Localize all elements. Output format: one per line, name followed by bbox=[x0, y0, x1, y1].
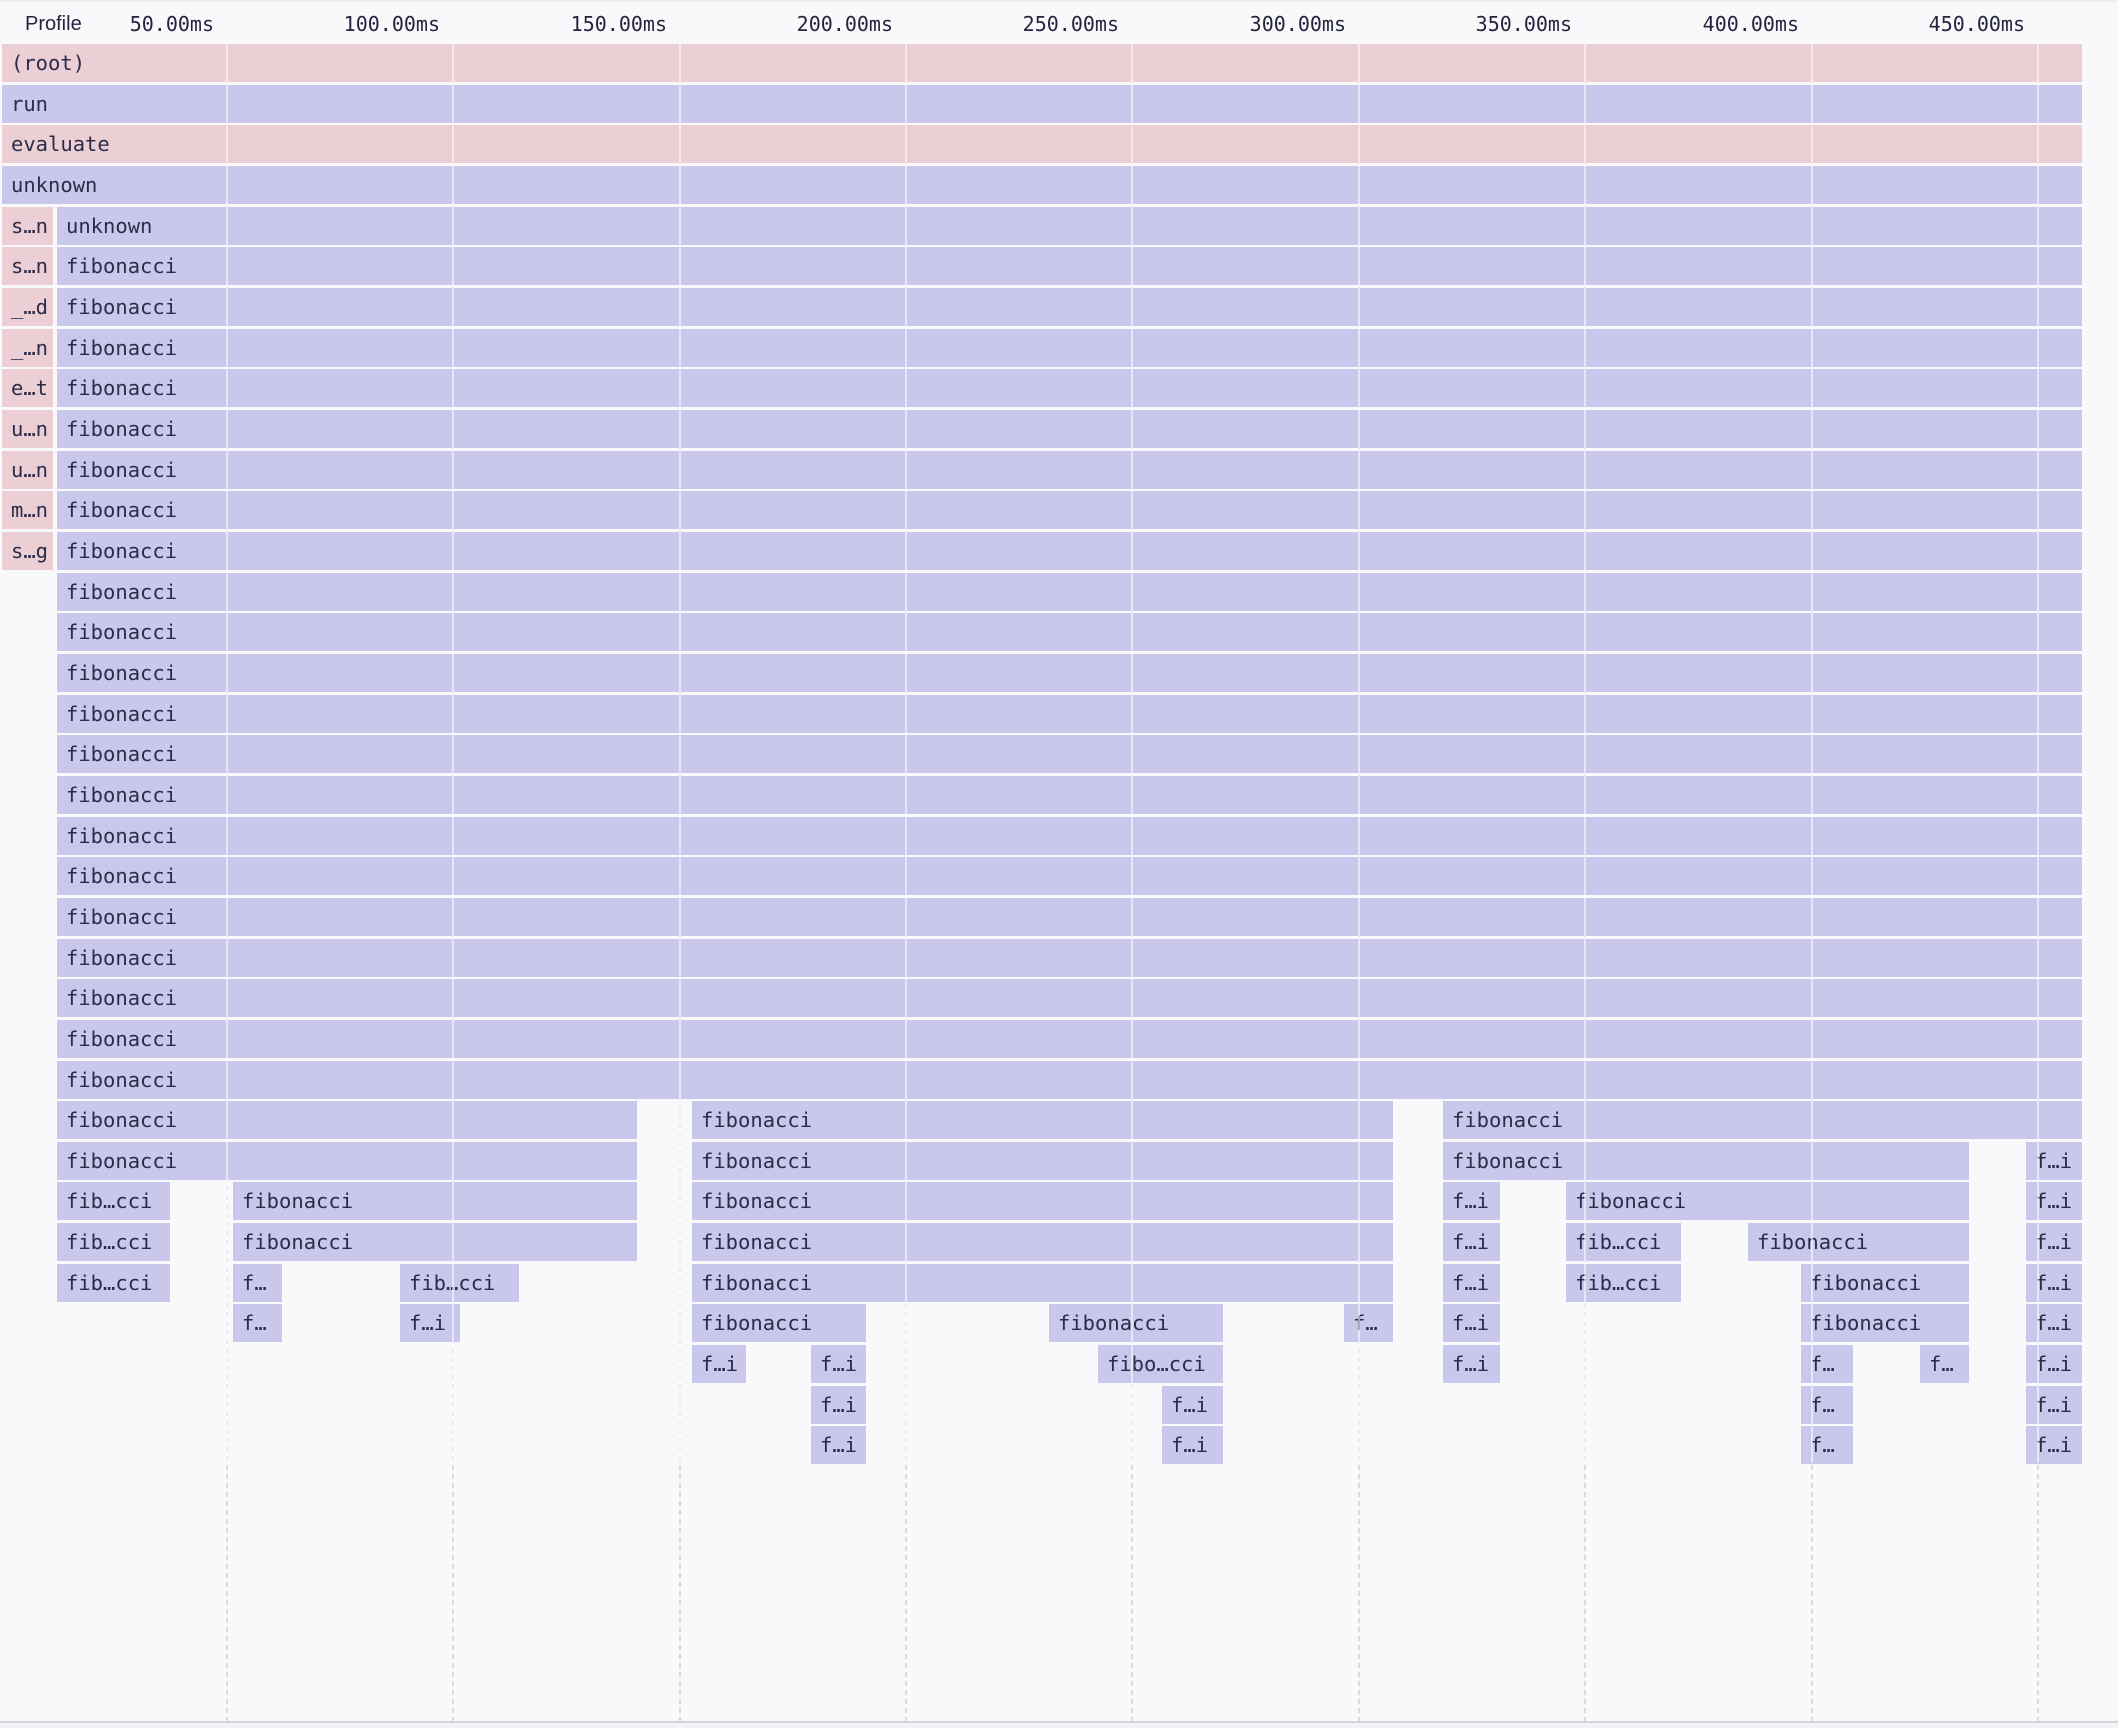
stack-frame[interactable]: fibonacci bbox=[57, 491, 2082, 530]
stack-frame[interactable]: s…n bbox=[2, 247, 53, 286]
stack-frame[interactable]: f… bbox=[1801, 1426, 1853, 1465]
time-tick-label: 450.00ms bbox=[1928, 12, 2025, 36]
stack-frame[interactable]: fibonacci bbox=[57, 328, 2082, 367]
stack-frame[interactable]: fib…cci bbox=[57, 1182, 170, 1221]
stack-frame[interactable]: (root) bbox=[2, 44, 2082, 82]
stack-frame[interactable]: f…i bbox=[811, 1426, 866, 1465]
stack-frame[interactable]: fibonacci bbox=[57, 857, 2082, 896]
stack-frame[interactable]: f…i bbox=[2026, 1223, 2082, 1262]
stack-frame[interactable]: f…i bbox=[2026, 1345, 2082, 1384]
profile-label: Profile bbox=[25, 13, 82, 35]
stack-frame[interactable]: f… bbox=[1801, 1345, 1853, 1384]
stack-frame[interactable]: unknown bbox=[57, 206, 2082, 245]
bottom-scroll-track[interactable] bbox=[0, 1723, 2118, 1728]
stack-frame[interactable]: fibonacci bbox=[233, 1223, 637, 1262]
stack-frame[interactable]: f… bbox=[233, 1263, 282, 1302]
bottom-border bbox=[0, 1721, 2118, 1723]
stack-frame[interactable]: f…i bbox=[811, 1345, 866, 1384]
stack-frame[interactable]: f…i bbox=[1443, 1182, 1500, 1221]
time-tick-label: 50.00ms bbox=[129, 12, 214, 36]
stack-frame[interactable]: evaluate bbox=[2, 125, 2082, 164]
stack-frame[interactable]: fibonacci bbox=[57, 816, 2082, 855]
stack-frame[interactable]: fibonacci bbox=[57, 409, 2082, 448]
stack-frame[interactable]: fibonacci bbox=[57, 287, 2082, 326]
time-ruler[interactable]: Profile 50.00ms 100.00ms 150.00ms 200.00ms 2… bbox=[0, 0, 2118, 43]
stack-frame[interactable]: f…i bbox=[2026, 1141, 2082, 1180]
stack-frame[interactable]: fib…cci bbox=[1566, 1223, 1681, 1262]
stack-frame[interactable]: fibonacci bbox=[1443, 1101, 2082, 1140]
stack-frame[interactable]: fibonacci bbox=[1801, 1304, 1969, 1343]
stack-frame[interactable]: f…i bbox=[1162, 1426, 1223, 1465]
stack-frame[interactable]: fibonacci bbox=[57, 1019, 2082, 1058]
time-tick-label: 400.00ms bbox=[1702, 12, 1799, 36]
stack-frame[interactable]: fibonacci bbox=[692, 1141, 1393, 1180]
stack-frame[interactable]: fib…cci bbox=[400, 1263, 519, 1302]
stack-frame[interactable]: m…n bbox=[2, 491, 53, 530]
stack-frame[interactable]: unknown bbox=[2, 165, 2082, 204]
stack-frame[interactable]: fibonacci bbox=[692, 1182, 1393, 1221]
time-tick-label: 300.00ms bbox=[1249, 12, 1346, 36]
stack-frame[interactable]: fibonacci bbox=[692, 1263, 1393, 1302]
stack-frame[interactable]: run bbox=[2, 84, 2082, 123]
time-tick-label: 150.00ms bbox=[570, 12, 667, 36]
stack-frame[interactable]: fibonacci bbox=[1566, 1182, 1969, 1221]
stack-frame[interactable]: f…i bbox=[811, 1385, 866, 1424]
stack-frame[interactable]: fibonacci bbox=[57, 1141, 637, 1180]
stack-frame[interactable]: f…i bbox=[692, 1345, 746, 1384]
stack-frame[interactable]: fibonacci bbox=[692, 1101, 1393, 1140]
stack-frame[interactable]: fibonacci bbox=[57, 1060, 2082, 1099]
stack-frame[interactable]: fibonacci bbox=[1049, 1304, 1223, 1343]
stack-frame[interactable]: f… bbox=[1920, 1345, 1969, 1384]
stack-frame[interactable]: f… bbox=[1344, 1304, 1393, 1343]
stack-frame[interactable]: f…i bbox=[400, 1304, 460, 1343]
stack-frame[interactable]: _…d bbox=[2, 287, 53, 326]
stack-frame[interactable]: f…i bbox=[2026, 1304, 2082, 1343]
stack-frame[interactable]: fibonacci bbox=[233, 1182, 637, 1221]
stack-frame[interactable]: fibonacci bbox=[692, 1223, 1393, 1262]
stack-frame[interactable]: u…n bbox=[2, 409, 53, 448]
stack-frame[interactable]: fibonacci bbox=[57, 938, 2082, 977]
stack-frame[interactable]: fibonacci bbox=[57, 369, 2082, 408]
stack-frame[interactable]: f…i bbox=[1162, 1385, 1223, 1424]
stack-frame[interactable]: fibonacci bbox=[57, 450, 2082, 489]
stack-frame[interactable]: s…g bbox=[2, 531, 53, 570]
stack-frame[interactable]: f…i bbox=[2026, 1426, 2082, 1465]
stack-frame[interactable]: fibonacci bbox=[57, 694, 2082, 733]
stack-frame[interactable]: fibonacci bbox=[57, 897, 2082, 936]
stack-frame[interactable]: fibonacci bbox=[1443, 1141, 1969, 1180]
stack-frame[interactable]: f… bbox=[1801, 1385, 1853, 1424]
stack-frame[interactable]: fibonacci bbox=[692, 1304, 866, 1343]
time-tick-label: 200.00ms bbox=[796, 12, 893, 36]
stack-frame[interactable]: fib…cci bbox=[57, 1223, 170, 1262]
stack-frame[interactable]: u…n bbox=[2, 450, 53, 489]
stack-frame[interactable]: fibo…cci bbox=[1098, 1345, 1223, 1384]
stack-frame[interactable]: fibonacci bbox=[1801, 1263, 1969, 1302]
stack-frame[interactable]: fibonacci bbox=[1748, 1223, 1969, 1262]
stack-frame[interactable]: fibonacci bbox=[57, 531, 2082, 570]
stack-frame[interactable]: fibonacci bbox=[57, 613, 2082, 652]
stack-frame[interactable]: fibonacci bbox=[57, 735, 2082, 774]
stack-frame[interactable]: f…i bbox=[2026, 1385, 2082, 1424]
stack-frame[interactable]: fibonacci bbox=[57, 979, 2082, 1018]
stack-frame[interactable]: f…i bbox=[1443, 1304, 1500, 1343]
stack-frame[interactable]: f… bbox=[233, 1304, 282, 1343]
stack-frame[interactable]: _…n bbox=[2, 328, 53, 367]
time-tick-label: 100.00ms bbox=[343, 12, 440, 36]
stack-frame[interactable]: f…i bbox=[1443, 1263, 1500, 1302]
stack-frame[interactable]: fibonacci bbox=[57, 653, 2082, 692]
stack-frame[interactable]: f…i bbox=[2026, 1263, 2082, 1302]
stack-frame[interactable]: f…i bbox=[2026, 1182, 2082, 1221]
stack-frame[interactable]: fibonacci bbox=[57, 572, 2082, 611]
stack-frame[interactable]: fib…cci bbox=[1566, 1263, 1681, 1302]
stack-frame[interactable]: fib…cci bbox=[57, 1263, 170, 1302]
stack-frame[interactable]: f…i bbox=[1443, 1345, 1500, 1384]
time-tick-label: 350.00ms bbox=[1475, 12, 1572, 36]
stack-frame[interactable]: s…n bbox=[2, 206, 53, 245]
stack-frame[interactable]: e…t bbox=[2, 369, 53, 408]
stack-frame[interactable]: fibonacci bbox=[57, 775, 2082, 814]
stack-frame[interactable]: fibonacci bbox=[57, 247, 2082, 286]
time-tick-label: 250.00ms bbox=[1022, 12, 1119, 36]
stack-frame[interactable]: f…i bbox=[1443, 1223, 1500, 1262]
stack-frame[interactable]: fibonacci bbox=[57, 1101, 637, 1140]
